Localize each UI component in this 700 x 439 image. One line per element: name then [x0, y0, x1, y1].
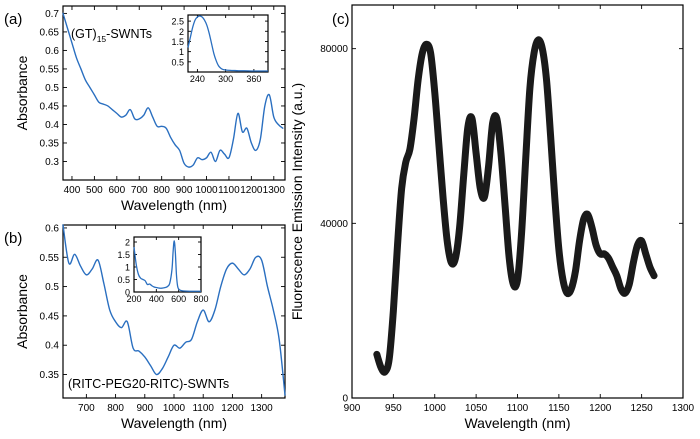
panel-a-ytick-label: 0.35 — [40, 138, 60, 149]
panel-c-xlabel: Wavelength (nm) — [464, 415, 570, 431]
panel-c-xtick-label: 1300 — [672, 403, 695, 414]
panel-a-xlabel: Wavelength (nm) — [121, 197, 227, 213]
panel-a-annotation-suffix: -SWNTs — [106, 27, 152, 41]
panel-b-label: (b) — [4, 230, 22, 247]
panel-b-inset-ytick-label: 0 — [125, 288, 130, 298]
panel-c-xtick-label: 1100 — [507, 403, 529, 414]
panel-a-xtick-label: 1300 — [263, 185, 286, 196]
panel-a-ytick-label: 0.7 — [45, 9, 59, 20]
panel-a-xtick-label: 500 — [86, 185, 103, 196]
panel-b-inset-xtick-label: 200 — [126, 294, 141, 304]
panel-b-inset-ytick-label: 2 — [125, 238, 130, 248]
panel-b-xtick-label: 700 — [78, 403, 95, 414]
panel-a-series-line — [62, 12, 284, 168]
panel-c-series-line — [373, 36, 658, 376]
panel-b-inset-frame — [133, 236, 202, 293]
panel-b-ylabel: Absorbance — [14, 274, 30, 349]
panel-a-inset-ytick-label: 1 — [179, 47, 184, 57]
panel-a-xtick-label: 400 — [64, 185, 81, 196]
panel-a-ytick-label: 0.65 — [40, 27, 60, 38]
panel-c-xtick-label: 1200 — [589, 403, 612, 414]
panel-b-inset-ytick-label: 1 — [125, 263, 130, 273]
panel-a-ytick-label: 0.3 — [45, 157, 59, 168]
panel-c-xtick-label: 1000 — [424, 403, 447, 414]
panel-a-annotation-main: (GT) — [71, 27, 97, 41]
panel-a-inset-xtick-label: 360 — [246, 74, 261, 84]
panel-a-ytick-label: 0.45 — [40, 101, 60, 112]
panel-b-xlabel: Wavelength (nm) — [121, 415, 227, 431]
panel-a-ylabel: Absorbance — [14, 55, 30, 130]
panel-c-xtick-label: 1150 — [548, 403, 570, 414]
panel-b-xtick-label: 800 — [107, 403, 124, 414]
panel-a-xtick-label: 900 — [176, 185, 193, 196]
panel-a-ytick-label: 0.6 — [45, 46, 59, 57]
panel-c-ylabel: Fluorescence Emission Intensity (a.u.) — [289, 83, 305, 320]
panel-a-annotation-sub: 15 — [97, 34, 107, 44]
panel-b-series-line — [62, 224, 286, 396]
panel-a-xtick-label: 700 — [131, 185, 148, 196]
panel-a-xtick-label: 1200 — [240, 185, 263, 196]
panel-a-xtick-label: 1000 — [195, 185, 218, 196]
panel-c: (c) 900 950 1000 1050 1100 1150 1200 1250 1300 0 4… — [289, 4, 695, 431]
panel-b-xtick-label: 1000 — [163, 403, 186, 414]
panel-a-inset-xtick-label: 300 — [218, 74, 233, 84]
panel-a-inset-bg — [188, 15, 268, 72]
panel-a-ytick-label: 0.5 — [45, 83, 59, 94]
panel-a-inset-ytick-label: 1.5 — [171, 37, 184, 47]
panel-a-inset-frame — [187, 14, 269, 73]
panel-c-xtick-label: 950 — [385, 403, 402, 414]
panel-a-ytick-label: 0.55 — [40, 64, 60, 75]
panel-c-xtick-label: 900 — [344, 403, 361, 414]
panel-b-ytick-label: 0.45 — [40, 311, 60, 322]
panel-a-inset-xtick-label: 240 — [190, 74, 205, 84]
panel-b-inset-xtick-label: 800 — [193, 294, 208, 304]
panel-b-annotation: (RITC-PEG20-RITC)-SWNTs — [68, 377, 229, 391]
panel-b-xtick-label: 1200 — [221, 403, 244, 414]
panel-a-label: (a) — [4, 11, 22, 28]
panel-c-label: (c) — [332, 11, 350, 28]
panel-b-ytick-label: 0.4 — [45, 341, 59, 352]
panel-b-inset-xtick-label: 600 — [171, 294, 186, 304]
panel-b-inset-bg — [134, 237, 201, 292]
panel-a-inset-ytick-label: 0.5 — [171, 57, 184, 67]
panel-c-ytick-label: 40000 — [320, 219, 348, 230]
panel-a-inset-line — [187, 15, 268, 72]
panel-b-ytick-label: 0.55 — [40, 253, 60, 264]
panel-b-inset-xtick-label: 400 — [149, 294, 164, 304]
panel-c-xtick-label: 1050 — [465, 403, 488, 414]
panel-c-xtick-label: 1250 — [631, 403, 654, 414]
panel-b-inset-line — [133, 240, 201, 292]
panel-b-xtick-label: 1300 — [251, 403, 274, 414]
panel-a: (a) 400 500 600 700 800 900 1000 1100 1200 13000.… — [4, 5, 286, 213]
panel-b-inset-ytick-label: 1.5 — [117, 250, 130, 260]
panel-b-xtick-label: 900 — [136, 403, 153, 414]
panel-a-ytick-label: 0.4 — [45, 120, 59, 131]
panel-a-xtick-label: 1100 — [218, 185, 240, 196]
panel-b: (b) 700 800 900 1000 1100 1200 13000.350.40.45… — [4, 223, 286, 431]
panel-c-ytick-label: 0 — [342, 394, 348, 405]
panel-b-xtick-label: 1100 — [192, 403, 214, 414]
panel-c-ytick-label: 80000 — [320, 44, 348, 55]
panel-a-annotation: (GT)15-SWNTs — [71, 27, 152, 44]
panel-a-inset-ytick-label: 2 — [179, 27, 184, 37]
panel-a-inset-ytick-label: 2.5 — [171, 17, 184, 27]
panel-b-ytick-label: 0.5 — [45, 282, 59, 293]
panel-b-inset-ytick-label: 0.5 — [117, 275, 130, 285]
panel-a-frame — [62, 5, 286, 181]
panel-b-ytick-label: 0.6 — [45, 223, 59, 234]
panel-a-xtick-label: 600 — [108, 185, 125, 196]
panel-b-ytick-label: 0.35 — [40, 370, 60, 381]
panel-a-xtick-label: 800 — [153, 185, 170, 196]
